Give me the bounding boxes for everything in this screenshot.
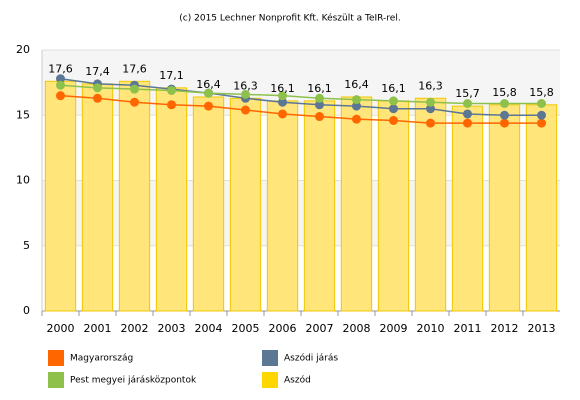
x-tick-label: 2001 (84, 322, 112, 335)
point (130, 84, 139, 94)
point (167, 100, 176, 110)
point (463, 118, 472, 128)
x-tick-label: 2007 (306, 322, 334, 335)
point (93, 83, 102, 93)
point (537, 110, 546, 120)
bar (377, 100, 410, 312)
bar (340, 96, 373, 312)
point (389, 104, 398, 114)
point (389, 96, 398, 106)
y-tick-label: 15 (16, 108, 30, 121)
point (315, 112, 324, 122)
series-line (60, 94, 542, 124)
point (315, 100, 324, 110)
bar (451, 105, 484, 312)
value-label: 16,4 (344, 78, 369, 91)
value-label: 15,8 (529, 86, 554, 99)
value-label: 16,1 (307, 82, 332, 95)
point (241, 105, 250, 115)
x-tick-label: 2000 (47, 322, 75, 335)
point (204, 101, 213, 111)
bar (81, 83, 114, 312)
legend-swatch (48, 350, 64, 366)
point (241, 89, 250, 99)
legend-swatch (262, 372, 278, 388)
x-tick-label: 2008 (343, 322, 371, 335)
x-tick-label: 2002 (121, 322, 149, 335)
point (500, 99, 509, 109)
point (56, 91, 65, 101)
point (56, 80, 65, 90)
bar (192, 96, 225, 312)
x-tick-label: 2009 (380, 322, 408, 335)
bar (118, 80, 151, 312)
x-tick-label: 2012 (491, 322, 519, 335)
point (389, 115, 398, 125)
value-label: 15,7 (455, 87, 480, 100)
point (500, 118, 509, 128)
bar (414, 97, 447, 312)
legend-label: Magyarország (70, 354, 133, 364)
point (278, 91, 287, 101)
value-label: 17,6 (48, 62, 73, 75)
value-label: 16,1 (270, 82, 295, 95)
bar (266, 100, 299, 312)
point (278, 97, 287, 107)
value-label: 16,4 (196, 78, 221, 91)
bar (303, 100, 336, 312)
point (463, 109, 472, 119)
bar (488, 104, 521, 312)
bar (525, 104, 558, 312)
legend-label: Aszódi járás (284, 353, 338, 364)
point (167, 85, 176, 95)
x-tick-label: 2006 (269, 322, 297, 335)
bar (155, 87, 188, 312)
point (537, 118, 546, 128)
bar (44, 80, 77, 312)
legend-swatch (262, 350, 278, 366)
point (352, 95, 361, 105)
point (56, 74, 65, 84)
x-tick-label: 2004 (195, 322, 223, 335)
value-label: 17,1 (159, 69, 184, 82)
x-tick-label: 2003 (158, 322, 186, 335)
point (426, 118, 435, 128)
point (537, 99, 546, 109)
value-label: 15,8 (492, 86, 517, 99)
y-tick-label: 0 (23, 304, 30, 317)
x-tick-label: 2013 (528, 322, 556, 335)
x-tick-label: 2011 (454, 322, 482, 335)
point (93, 93, 102, 103)
point (352, 114, 361, 124)
y-tick-label: 10 (16, 174, 30, 187)
point (130, 97, 139, 107)
point (500, 110, 509, 120)
point (463, 99, 472, 109)
value-label: 16,3 (418, 79, 443, 92)
legend-label: Pest megyei járásközpontok (70, 376, 197, 386)
point (426, 97, 435, 107)
chart-title: (c) 2015 Lechner Nonprofit Kft. Készült … (179, 13, 400, 24)
series-line (60, 77, 542, 116)
bar (229, 97, 262, 312)
point (426, 104, 435, 114)
x-tick-label: 2010 (417, 322, 445, 335)
x-tick-label: 2005 (232, 322, 260, 335)
y-tick-label: 5 (23, 239, 30, 252)
point (315, 93, 324, 103)
y-tick-label: 20 (16, 43, 30, 56)
value-label: 17,6 (122, 62, 147, 75)
point (278, 109, 287, 119)
value-label: 16,1 (381, 82, 406, 95)
value-label: 17,4 (85, 65, 110, 78)
value-label: 16,3 (233, 79, 258, 92)
legend-swatch (48, 372, 64, 388)
legend-label: Aszód (284, 375, 311, 386)
point (352, 101, 361, 111)
series-line (60, 84, 542, 105)
point (204, 88, 213, 98)
